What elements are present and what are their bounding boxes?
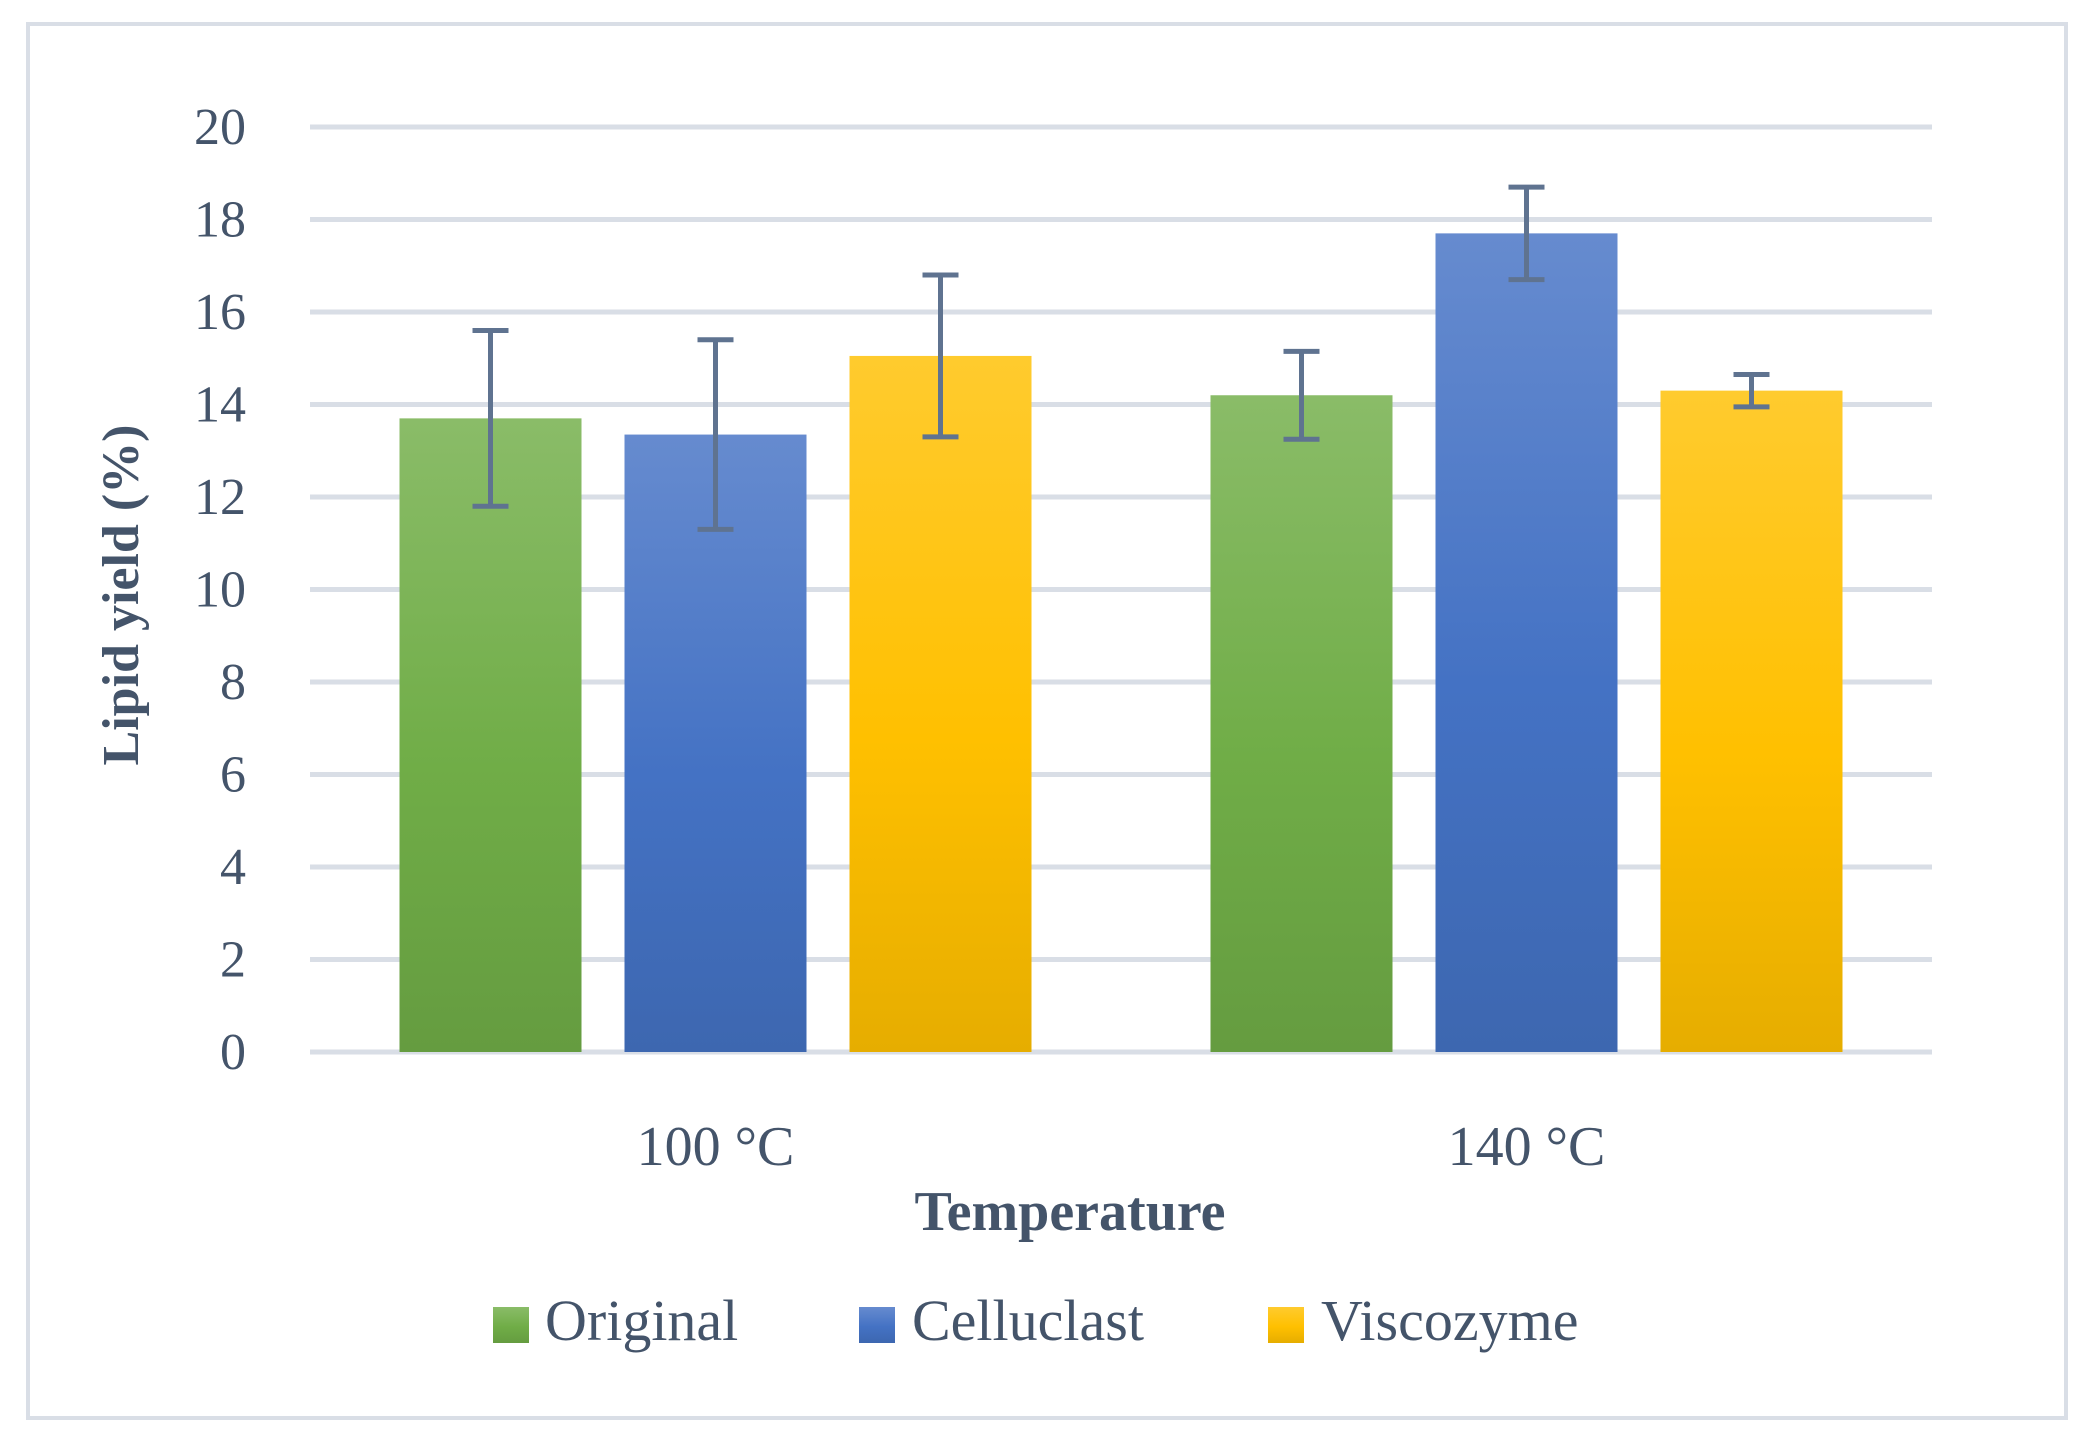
error-bar-viscozyme-0 (922, 272, 959, 440)
y-tick-label: 16 (194, 284, 246, 341)
legend-label: Viscozyme (1321, 1288, 1578, 1353)
bar-original-1 (1210, 395, 1393, 1052)
bar-original-0 (399, 418, 582, 1052)
error-bars (472, 184, 1770, 532)
error-bar-original-1 (1283, 348, 1320, 442)
bar-viscozyme-1 (1660, 390, 1843, 1052)
legend-label: Original (545, 1288, 738, 1353)
y-axis-ticks: 0 2 4 6 8 10 12 14 16 18 20 (194, 99, 246, 1081)
y-axis-label: Lipid yield (%) (93, 425, 150, 766)
y-tick-label: 10 (194, 562, 246, 619)
y-tick-label: 6 (220, 747, 246, 804)
legend-swatch (859, 1307, 895, 1343)
error-bar-celluclast-0 (697, 337, 734, 532)
error-bar-viscozyme-1 (1733, 371, 1770, 410)
bar-celluclast-1 (1435, 233, 1618, 1052)
y-tick-label: 2 (220, 932, 246, 989)
legend-swatch (1268, 1307, 1304, 1343)
legend-item-viscozyme: Viscozyme (1268, 1288, 1578, 1353)
y-tick-label: 0 (220, 1024, 246, 1081)
error-bar-celluclast-1 (1508, 184, 1545, 283)
x-tick-label: 100 °C (637, 1116, 795, 1178)
bar-viscozyme-0 (849, 355, 1032, 1052)
y-tick-label: 20 (194, 99, 246, 156)
bars (399, 233, 1843, 1052)
legend-label: Celluclast (912, 1288, 1144, 1353)
bar-celluclast-0 (624, 434, 807, 1052)
x-tick-label: 140 °C (1448, 1116, 1606, 1178)
legend-swatch (493, 1307, 529, 1343)
y-tick-label: 14 (194, 377, 246, 434)
legend-item-original: Original (493, 1288, 738, 1353)
legend: Original Celluclast Viscozyme (493, 1288, 1578, 1353)
y-tick-label: 18 (194, 192, 246, 249)
y-tick-label: 8 (220, 654, 246, 711)
error-bar-original-0 (472, 328, 509, 509)
y-tick-label: 12 (194, 469, 246, 526)
x-axis-ticks: 100 °C 140 °C (637, 1116, 1606, 1178)
legend-item-celluclast: Celluclast (859, 1288, 1144, 1353)
y-tick-label: 4 (220, 839, 246, 896)
x-axis-label: Temperature (914, 1181, 1225, 1243)
